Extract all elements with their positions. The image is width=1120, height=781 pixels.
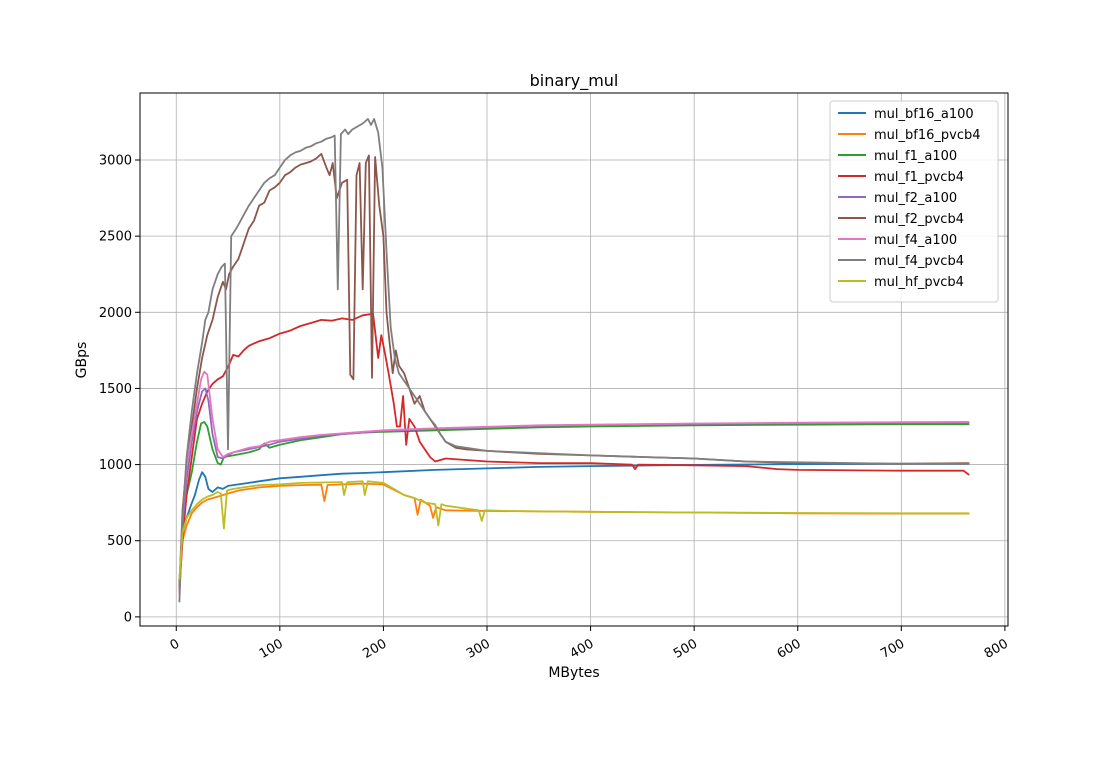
y-axis-title: GBps bbox=[74, 342, 90, 379]
series-line-mul_f1_pvcb4 bbox=[178, 312, 970, 591]
y-tick-label: 3000 bbox=[99, 154, 132, 169]
legend: mul_bf16_a100 mul_bf16_pvcb4 mul_f1_a100mu… bbox=[829, 100, 999, 303]
series-line-mul_f4_pvcb4 bbox=[178, 118, 970, 603]
y-tick-label: 1500 bbox=[99, 382, 132, 397]
series-line-mul_bf16_a100 bbox=[178, 462, 970, 582]
series-line-mul_f4_a100 bbox=[178, 370, 970, 595]
plot-frame bbox=[139, 92, 1009, 627]
series-lines bbox=[178, 118, 970, 603]
y-tick-label: 0 bbox=[124, 610, 132, 625]
y-tick-label: 1000 bbox=[99, 458, 132, 473]
legend-label: mul_hf_pvcb4 bbox=[874, 275, 964, 290]
legend-label: mul_bf16_pvcb4 bbox=[874, 128, 981, 143]
x-axis-title: MBytes bbox=[548, 665, 599, 681]
legend-label: mul_bf16_a100 bbox=[874, 107, 974, 122]
legend-label: mul_f2_a100 bbox=[874, 191, 957, 206]
legend-label: mul_f1_pvcb4 bbox=[874, 170, 964, 185]
chart-title: binary_mul bbox=[530, 71, 619, 91]
series-line-mul_hf_pvcb4 bbox=[178, 480, 970, 580]
y-tick-label: 2500 bbox=[99, 230, 132, 245]
legend-label: mul_f2_pvcb4 bbox=[874, 212, 964, 227]
y-tick-label: 500 bbox=[107, 534, 132, 549]
legend-label: mul_f4_a100 bbox=[874, 233, 957, 248]
legend-label: mul_f1_a100 bbox=[874, 149, 957, 164]
legend-label: mul_f4_pvcb4 bbox=[874, 254, 964, 269]
y-tick-label: 2000 bbox=[99, 306, 132, 321]
legend-box bbox=[829, 100, 999, 303]
